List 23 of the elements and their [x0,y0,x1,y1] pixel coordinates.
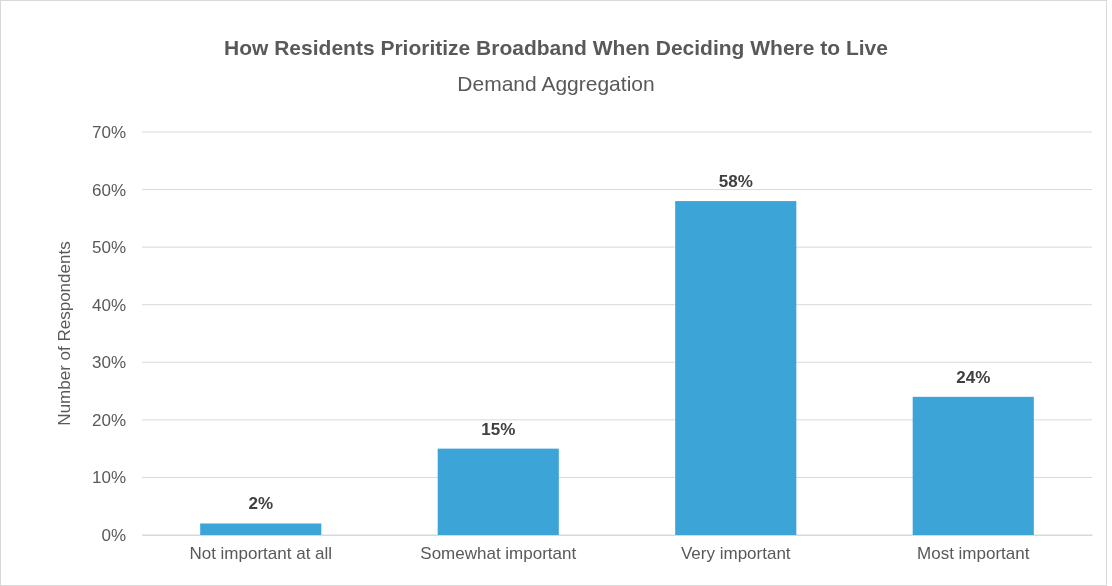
y-tick-label: 70% [91,122,126,142]
bar [200,523,322,535]
x-tick-label: Most important [917,544,1030,564]
data-label: 15% [481,419,516,439]
chart-title: How Residents Prioritize Broadband When Deciding Where to Live [224,36,888,59]
y-tick-label: 60% [91,180,126,200]
y-axis-title: Number of Respondents [55,241,74,426]
data-label: 58% [718,172,753,192]
bar [437,448,559,535]
y-tick-label: 0% [101,525,126,545]
data-label: 24% [956,367,991,387]
bar [912,396,1034,535]
x-tick-label: Somewhat important [420,544,577,564]
x-tick-label: Not important at all [189,544,333,564]
y-tick-label: 20% [91,410,126,430]
data-label: 2% [248,494,274,514]
y-tick-label: 50% [91,238,126,258]
y-tick-label: 30% [91,353,126,373]
x-tick-label: Very important [680,544,791,564]
bar [675,201,797,535]
y-tick-label: 10% [91,468,126,488]
chart-subtitle: Demand Aggregation [457,72,655,95]
y-tick-label: 40% [91,295,126,315]
